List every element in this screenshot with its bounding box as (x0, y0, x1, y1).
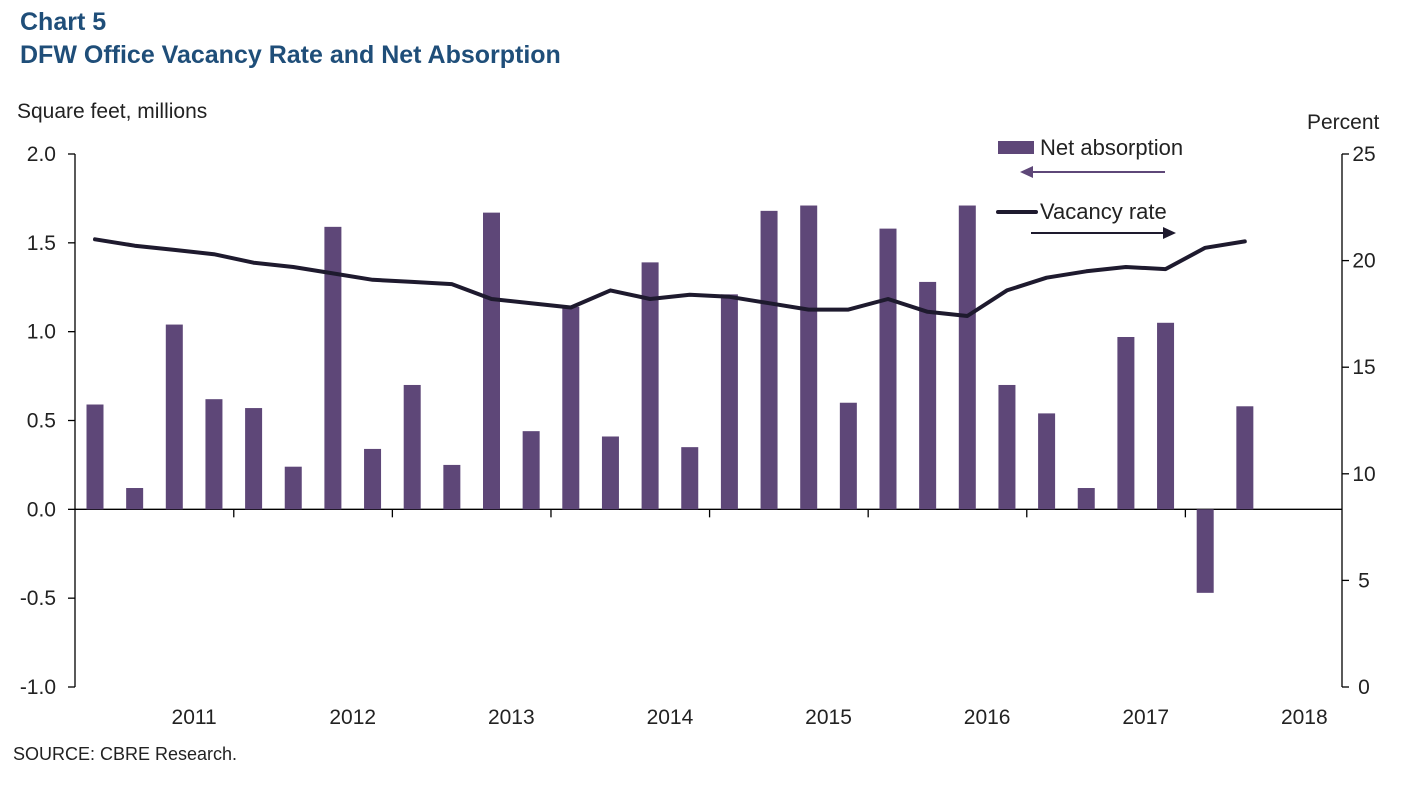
bar-net-absorption (1117, 336, 1135, 510)
y-tick-label-left: 2.0 (27, 143, 56, 166)
x-tick-label-year: 2014 (647, 706, 694, 729)
y-tick-label-right: 20 (1352, 250, 1375, 273)
y-tick-label-left: 1.0 (27, 321, 56, 344)
chart-subtitle: DFW Office Vacancy Rate and Net Absorpti… (20, 41, 561, 69)
x-tick-label-year: 2015 (805, 706, 852, 729)
x-tick-label-year: 2011 (172, 706, 217, 729)
vacancy-rate-line (93, 237, 1247, 318)
bar-net-absorption (1077, 488, 1095, 510)
legend-swatch-net-absorption (998, 141, 1034, 154)
chart-title: Chart 5 (20, 8, 107, 36)
source-note: SOURCE: CBRE Research. (13, 744, 238, 764)
x-tick-label-year: 2018 (1281, 706, 1328, 729)
y-tick-label-right: 10 (1352, 463, 1375, 486)
bar-net-absorption (205, 399, 223, 510)
legend-label-vacancy-rate: Vacancy rate (1040, 199, 1167, 224)
line-series-vacancy-rate (93, 237, 1247, 318)
bar-net-absorption (1196, 509, 1214, 593)
y-tick-label-right: 0 (1358, 676, 1370, 699)
bar-series-net-absorption (86, 205, 1254, 593)
y-tick-label-left: -0.5 (20, 587, 56, 610)
legend-label-net-absorption: Net absorption (1040, 135, 1183, 160)
y-tick-label-right: 5 (1358, 569, 1370, 592)
bar-net-absorption (443, 464, 461, 510)
y-tick-label-right: 25 (1352, 143, 1375, 166)
bar-net-absorption (601, 436, 619, 510)
bar-net-absorption (562, 306, 580, 510)
bar-net-absorption (245, 408, 263, 510)
bar-net-absorption (760, 210, 778, 510)
bar-net-absorption (998, 384, 1016, 510)
legend: Net absorption Vacancy rate (996, 135, 1183, 239)
bar-net-absorption (720, 294, 738, 510)
bar-net-absorption (1157, 322, 1175, 510)
bar-net-absorption (324, 226, 342, 510)
bar-net-absorption (641, 262, 659, 510)
y-tick-label-left: -1.0 (20, 676, 56, 699)
x-tick-label-year: 2016 (964, 706, 1011, 729)
bar-net-absorption (165, 324, 183, 510)
legend-arrow-right-head (1163, 227, 1176, 239)
bar-net-absorption (958, 205, 976, 510)
legend-arrow-left-head (1020, 166, 1033, 178)
x-tick-label-year: 2012 (329, 706, 376, 729)
bar-net-absorption (681, 447, 699, 510)
bar-net-absorption (364, 448, 382, 510)
bar-net-absorption (879, 228, 897, 510)
bar-net-absorption (126, 488, 144, 510)
bar-net-absorption (403, 384, 421, 510)
y-tick-label-left: 1.5 (27, 232, 56, 255)
y-axis-right-title: Percent (1307, 111, 1380, 134)
bar-net-absorption (800, 205, 818, 510)
y-tick-label-left: 0.0 (27, 498, 56, 521)
bar-net-absorption (1236, 406, 1254, 510)
bar-net-absorption (919, 281, 937, 510)
bar-net-absorption (1038, 413, 1056, 510)
bar-net-absorption (522, 431, 540, 510)
x-tick-label-year: 2017 (1122, 706, 1169, 729)
bar-net-absorption (284, 466, 302, 510)
y-tick-label-right: 15 (1352, 356, 1375, 379)
bar-net-absorption (86, 404, 104, 510)
x-tick-label-year: 2013 (488, 706, 535, 729)
y-tick-label-left: 0.5 (27, 410, 56, 433)
y-axis-left-title: Square feet, millions (17, 100, 208, 123)
bar-net-absorption (839, 402, 857, 510)
bar-net-absorption (483, 212, 500, 510)
